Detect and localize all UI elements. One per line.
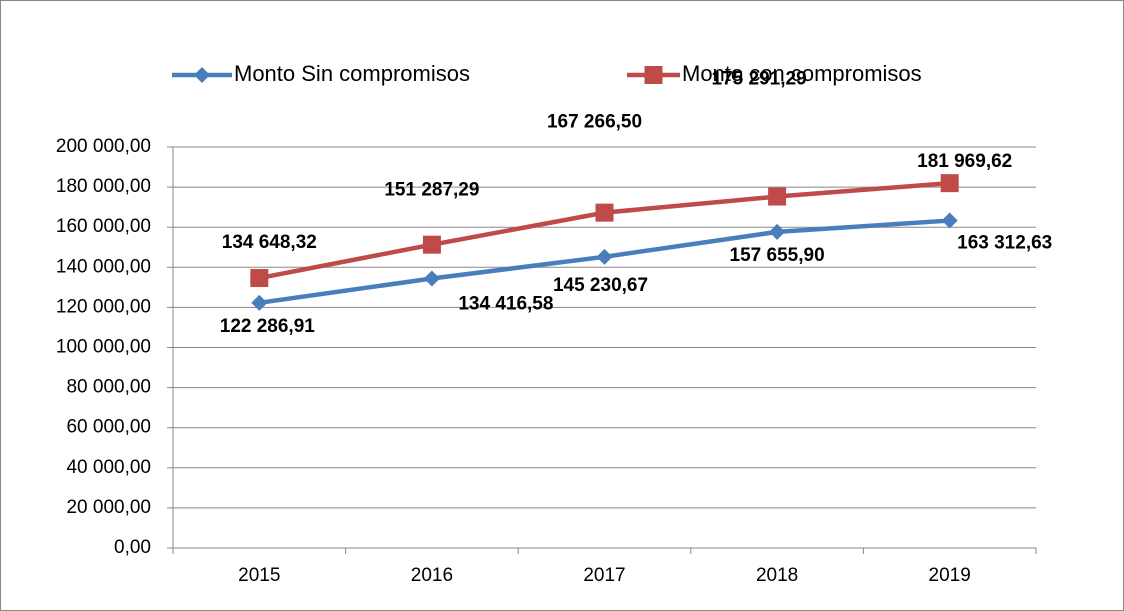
y-tick-label: 20 000,00 — [66, 497, 151, 518]
legend-marker — [194, 67, 210, 83]
data-label: 122 286,91 — [220, 316, 316, 337]
y-tick-label: 160 000,00 — [56, 216, 151, 237]
data-label: 157 655,90 — [730, 245, 825, 266]
marker — [423, 270, 440, 287]
y-tick-label: 100 000,00 — [56, 337, 151, 358]
data-label: 151 287,29 — [384, 180, 479, 201]
x-tick-label: 2017 — [583, 565, 625, 586]
y-tick-label: 60 000,00 — [66, 417, 151, 438]
marker — [769, 223, 786, 240]
marker — [940, 174, 959, 193]
marker — [595, 203, 614, 222]
legend-marker — [644, 66, 663, 84]
y-tick-label: 140 000,00 — [56, 256, 151, 277]
marker — [250, 269, 269, 288]
marker — [251, 294, 268, 311]
y-tick-label: 180 000,00 — [56, 176, 151, 197]
y-tick-label: 120 000,00 — [56, 296, 151, 317]
marker — [941, 212, 958, 229]
marker — [422, 235, 441, 254]
legend-label: Monto con compromisos — [682, 61, 922, 86]
data-label: 134 416,58 — [458, 294, 553, 315]
y-tick-label: 200 000,00 — [56, 136, 151, 157]
data-label: 145 230,67 — [553, 275, 648, 296]
x-tick-label: 2015 — [238, 565, 280, 586]
x-tick-label: 2016 — [411, 565, 453, 586]
x-tick-label: 2019 — [929, 565, 971, 586]
x-tick-label: 2018 — [756, 565, 798, 586]
legend-label: Monto Sin compromisos — [234, 61, 470, 86]
data-label: 175 291,29 — [712, 69, 807, 90]
data-label: 167 266,50 — [547, 112, 642, 133]
data-label: 134 648,32 — [222, 232, 317, 253]
marker — [768, 187, 787, 206]
y-tick-label: 0,00 — [114, 537, 151, 558]
y-tick-label: 80 000,00 — [66, 377, 151, 398]
y-tick-label: 40 000,00 — [66, 457, 151, 478]
data-label: 163 312,63 — [957, 233, 1052, 254]
data-label: 181 969,62 — [917, 151, 1012, 172]
marker — [596, 248, 613, 265]
